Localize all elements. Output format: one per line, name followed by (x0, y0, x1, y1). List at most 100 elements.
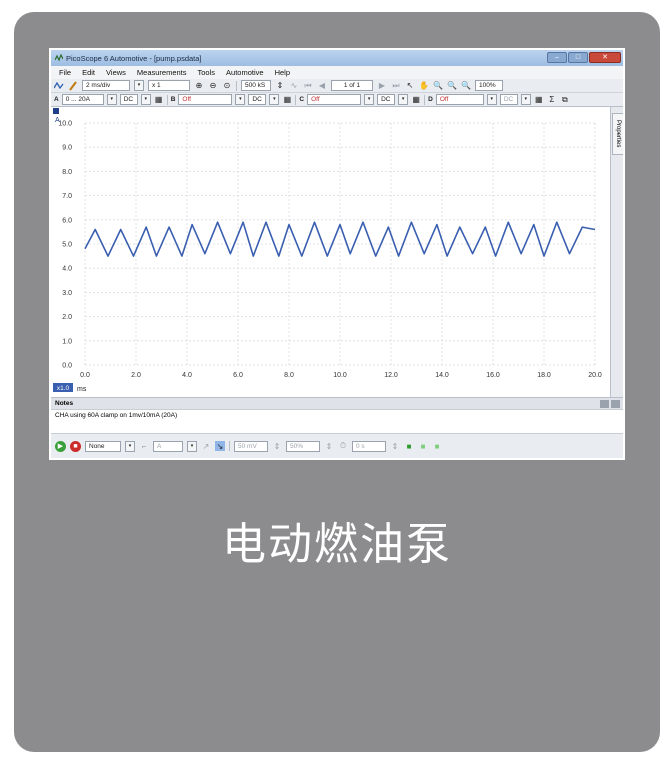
trigger-mode-dropdown[interactable]: ▾ (125, 440, 135, 452)
edit-measurement-icon[interactable]: ■ (434, 441, 440, 451)
channel-a-coupling[interactable]: DC (119, 94, 138, 105)
channel-a-coupling-dropdown[interactable]: ▾ (140, 94, 151, 105)
zoom-fit-icon[interactable]: 🔍 (461, 81, 471, 90)
menu-bar: File Edit Views Measurements Tools Autom… (51, 66, 623, 79)
timebase-dropdown[interactable]: ▾ (134, 80, 144, 91)
y-tick-label: 2.0 (62, 314, 72, 321)
menu-automotive[interactable]: Automotive (226, 68, 264, 77)
trigger-channel-select[interactable]: A (153, 440, 183, 452)
channel-c-range[interactable]: Off (307, 94, 362, 105)
signal-generator-icon[interactable]: ∿ (290, 81, 298, 90)
zoom-reset-icon[interactable]: ⊙ (223, 81, 231, 90)
x-tick-label: 4.0 (182, 372, 192, 379)
menu-file[interactable]: File (59, 68, 72, 77)
channel-b-coupling-dropdown[interactable]: ▾ (269, 94, 280, 105)
previous-capture-icon[interactable]: ◀ (318, 81, 326, 90)
notes-textarea[interactable]: CHA using 60A clamp on 1mv/10mA (20A) (51, 409, 623, 434)
properties-tab-label[interactable]: Properties (612, 113, 623, 155)
menu-measurements[interactable]: Measurements (136, 68, 187, 77)
channel-c-range-dropdown[interactable]: ▾ (364, 94, 375, 105)
y-tick-label: 1.0 (62, 338, 72, 345)
x-unit-label: ms (77, 386, 87, 393)
channel-b-range[interactable]: Off (178, 94, 233, 105)
x-axis-ticks: 0.0 2.0 4.0 6.0 8.0 10.0 12.0 14.0 16.0 18.0 20.0 (80, 372, 602, 379)
add-measurement-icon[interactable]: ■ (420, 441, 426, 451)
zoom-in-icon[interactable]: 🔍 (433, 81, 443, 90)
y-tick-label: 10.0 (58, 121, 72, 128)
menu-views[interactable]: Views (106, 68, 126, 77)
notes-minimize-icon[interactable] (600, 400, 609, 408)
channel-d-range-dropdown[interactable]: ▾ (486, 94, 497, 105)
channel-a-range-dropdown[interactable]: ▾ (106, 94, 117, 105)
threshold-stepper-icon[interactable]: ⇕ (273, 441, 281, 451)
zoom-minus-icon[interactable]: ⊖ (209, 81, 217, 90)
menu-help[interactable]: Help (274, 68, 290, 77)
channel-a-waveform (84, 221, 596, 257)
channel-a-range[interactable]: 0 ... 20A (61, 94, 104, 105)
trigger-channel-dropdown[interactable]: ▾ (187, 440, 197, 452)
trigger-mode-select[interactable]: None (85, 440, 121, 452)
pretrigger-percent[interactable]: 50% (286, 440, 320, 452)
samples-stepper-icon[interactable]: ⇕ (276, 81, 284, 90)
add-ruler-icon[interactable]: ■ (406, 441, 412, 451)
caption-electric-fuel-pump: 电动燃油泵 (222, 519, 452, 570)
capture-counter[interactable]: 1 of 1 (331, 80, 373, 91)
channel-c-coupling-dropdown[interactable]: ▾ (398, 94, 409, 105)
pretrigger-stepper-icon[interactable]: ⇕ (325, 441, 333, 451)
close-button[interactable]: ✕ (589, 52, 621, 63)
menu-tools[interactable]: Tools (197, 68, 216, 77)
channel-d-coupling-dropdown[interactable]: ▾ (520, 94, 531, 105)
last-capture-icon[interactable]: ⏭ (392, 80, 400, 90)
next-capture-icon[interactable]: ▶ (378, 81, 386, 90)
x-tick-label: 20.0 (588, 372, 602, 379)
app-logo-icon (54, 53, 64, 62)
zoom-plus-icon[interactable]: ⊕ (195, 81, 203, 90)
math-channels-icon[interactable]: Σ (549, 95, 555, 104)
first-capture-icon[interactable]: ⏮ (304, 80, 312, 90)
status-bar: ▶ ■ None ▾ ⌐ A ▾ ↗ ↘ 50 mV ⇕ 50% ⇕ ⏱ 0 s… (51, 434, 623, 458)
y-tick-label: 9.0 (62, 145, 72, 152)
zoom-level[interactable]: 100% (475, 80, 503, 91)
zoom-out-icon[interactable]: 🔍 (447, 81, 457, 90)
channel-d-coupling[interactable]: DC (499, 94, 518, 105)
reference-waveforms-icon[interactable]: ⧉ (561, 94, 568, 104)
plot-grid (84, 122, 596, 366)
x-tick-label: 2.0 (131, 372, 141, 379)
trigger-delay[interactable]: 0 s (352, 440, 386, 452)
pointer-icon[interactable]: ↖ (406, 81, 414, 90)
channel-a-marker (53, 108, 59, 114)
scope-mode-icon[interactable] (54, 81, 64, 91)
hand-icon[interactable]: ✋ (419, 81, 429, 90)
trigger-threshold[interactable]: 50 mV (234, 440, 268, 452)
channel-d-range[interactable]: Off (435, 94, 484, 105)
zoom-factor-select[interactable]: x 1 (148, 80, 190, 91)
waveform-plot[interactable]: 0.0 1.0 2.0 3.0 4.0 5.0 6.0 7.0 8.0 9.0 10.0 0.0 2.… (51, 107, 610, 397)
channel-b-range-dropdown[interactable]: ▾ (235, 94, 246, 105)
notes-title: Notes (55, 400, 74, 407)
timebase-select[interactable]: 2 ms/div (82, 80, 130, 91)
rising-edge-icon[interactable]: ↗ (202, 441, 210, 451)
delay-stepper-icon[interactable]: ⇕ (391, 441, 399, 451)
delay-icon[interactable]: ⏱ (339, 441, 347, 450)
x-tick-label: 12.0 (384, 372, 398, 379)
channel-c-options-icon[interactable]: ▦ (412, 95, 420, 104)
scope-view[interactable]: 0.0 1.0 2.0 3.0 4.0 5.0 6.0 7.0 8.0 9.0 10.0 0.0 2.… (51, 107, 610, 397)
channel-c-coupling[interactable]: DC (377, 94, 396, 105)
notes-close-icon[interactable] (611, 400, 620, 408)
start-capture-button[interactable]: ▶ (55, 440, 66, 452)
channel-d-options-icon[interactable]: ▦ (535, 95, 543, 104)
maximize-button[interactable]: □ (568, 52, 588, 63)
x-scale-badge[interactable] (53, 383, 73, 392)
falling-edge-icon[interactable]: ↘ (215, 441, 225, 451)
menu-edit[interactable]: Edit (82, 68, 96, 77)
stop-capture-button[interactable]: ■ (70, 440, 81, 452)
channel-b-options-icon[interactable]: ▦ (283, 95, 292, 104)
x-tick-label: 16.0 (486, 372, 500, 379)
properties-panel-tab[interactable]: Properties (610, 107, 623, 397)
channel-b-coupling[interactable]: DC (248, 94, 267, 105)
trigger-edge-icon[interactable]: ⌐ (141, 441, 147, 451)
samples-select[interactable]: 500 kS (241, 80, 271, 91)
probe-icon[interactable] (68, 80, 78, 91)
minimize-button[interactable]: – (547, 52, 567, 63)
channel-a-options-icon[interactable]: ▦ (154, 95, 163, 104)
